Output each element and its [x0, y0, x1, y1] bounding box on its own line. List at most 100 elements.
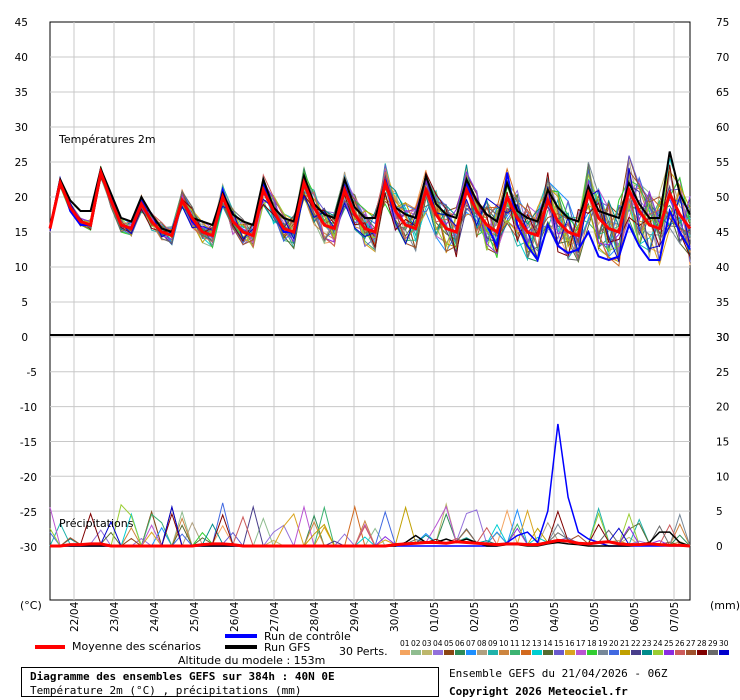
- temp-left-tick: 25: [15, 157, 28, 169]
- pert-swatch: [477, 650, 487, 655]
- pert-swatch: [510, 650, 520, 655]
- pert-number: 25: [664, 639, 674, 648]
- pert-swatch: [576, 650, 586, 655]
- x-date-label: 05/05: [589, 602, 601, 632]
- pert-number: 07: [466, 639, 476, 648]
- pert-number: 03: [422, 639, 432, 648]
- x-date-label: 29/04: [349, 601, 361, 632]
- temp-left-tick: 10: [15, 262, 28, 274]
- pert-swatch: [653, 650, 663, 655]
- run-info: Ensemble GEFS du 21/04/2026 - 06Z: [449, 667, 668, 680]
- pert-number: 24: [653, 639, 663, 648]
- x-date-label: 30/04: [389, 601, 401, 632]
- temp-right-tick: 45: [716, 227, 729, 239]
- pert-number: 08: [477, 639, 487, 648]
- pert-number: 15: [554, 639, 564, 648]
- pert-number: 21: [620, 639, 630, 648]
- x-date-label: 02/05: [469, 602, 481, 632]
- pert-swatch: [422, 650, 432, 655]
- temp-right-tick: 55: [716, 157, 729, 169]
- pert-swatch: [466, 650, 476, 655]
- pert-number: 18: [587, 639, 597, 648]
- x-date-label: 06/05: [629, 602, 641, 632]
- precip-left-tick: -30: [20, 542, 37, 554]
- temp-right-tick: 75: [716, 17, 729, 29]
- pert-swatch: [455, 650, 465, 655]
- temp-right-tick: 70: [716, 52, 729, 64]
- copyright: Copyright 2026 Meteociel.fr: [449, 685, 628, 698]
- x-date-label: 07/05: [669, 602, 681, 632]
- temp-right-tick: 50: [716, 192, 729, 204]
- pert-swatch: [532, 650, 542, 655]
- pert-swatch: [444, 650, 454, 655]
- pert-number: 02: [411, 639, 421, 648]
- x-date-label: 26/04: [229, 601, 241, 632]
- precip-left-tick: -20: [20, 472, 37, 484]
- temp-right-tick: 40: [716, 262, 729, 274]
- x-date-label: 24/04: [149, 601, 161, 632]
- precip-left-tick: -15: [20, 437, 37, 449]
- temp-left-tick: 20: [15, 192, 28, 204]
- pert-swatch: [620, 650, 630, 655]
- pert-swatch: [400, 650, 410, 655]
- pert-swatch: [554, 650, 564, 655]
- x-date-label: 01/05: [429, 602, 441, 632]
- perturbation-temp-line: [49, 171, 691, 264]
- footer-box: Diagramme des ensembles GEFS sur 384h : …: [21, 667, 439, 697]
- legend-perts-label: 30 Perts.: [339, 645, 388, 658]
- main-series-lines: [48, 151, 692, 548]
- pert-swatch: [708, 650, 718, 655]
- pert-swatch: [411, 650, 421, 655]
- precip-left-tick: -10: [20, 402, 37, 414]
- footer-subtitle: Température 2m (°C) , précipitations (mm…: [30, 684, 302, 697]
- x-date-label: 28/04: [309, 601, 321, 632]
- x-date-label: 23/04: [109, 601, 121, 632]
- pert-swatch: [587, 650, 597, 655]
- pert-swatch: [598, 650, 608, 655]
- pert-number: 16: [565, 639, 575, 648]
- pert-number: 28: [697, 639, 707, 648]
- pert-swatch: [642, 650, 652, 655]
- legend-gfs-label: Run GFS: [264, 641, 310, 654]
- pert-swatch: [521, 650, 531, 655]
- precip-right-tick: 5: [716, 506, 723, 518]
- pert-swatch: [499, 650, 509, 655]
- precip-right-tick: 25: [716, 367, 729, 379]
- pert-swatch: [433, 650, 443, 655]
- pert-number: 13: [532, 639, 542, 648]
- pert-number: 04: [433, 639, 443, 648]
- pert-number: 23: [642, 639, 652, 648]
- pert-number: 11: [510, 639, 520, 648]
- temp-left-tick: 45: [15, 17, 28, 29]
- temp-left-tick: 40: [15, 52, 28, 64]
- plot-frame: [49, 21, 691, 601]
- pert-swatch: [609, 650, 619, 655]
- pert-swatch: [675, 650, 685, 655]
- pert-number: 06: [455, 639, 465, 648]
- pert-swatch: [697, 650, 707, 655]
- pert-number: 30: [719, 639, 729, 648]
- x-date-label: 27/04: [269, 601, 281, 632]
- precip-right-tick: 0: [716, 541, 723, 553]
- pert-number: 05: [444, 639, 454, 648]
- temp-right-tick: 60: [716, 122, 729, 134]
- precip-right-tick: 30: [716, 332, 729, 344]
- altitude-label: Altitude du modele : 153m: [178, 654, 325, 667]
- temperature-panel-title: Températures 2m: [58, 133, 156, 146]
- gfs-temp-line: [49, 151, 691, 234]
- temp-left-tick: 5: [21, 297, 28, 309]
- perturbation-legend: 01 02 03 04 05 06 07 08 09 10 11 12 13 14 15 16 17 18 19 20…: [400, 639, 729, 655]
- pert-swatch: [686, 650, 696, 655]
- pert-number: 09: [488, 639, 498, 648]
- precip-right-tick: 10: [716, 471, 729, 483]
- precip-left-tick: -25: [20, 507, 37, 519]
- temp-left-tick: 35: [15, 87, 28, 99]
- pert-number: 26: [675, 639, 685, 648]
- x-date-label: 25/04: [189, 601, 201, 632]
- precipitation-panel-title: Précipitations: [59, 517, 134, 530]
- pert-swatch: [488, 650, 498, 655]
- mean-temp-line: [48, 166, 692, 238]
- footer-title: Diagramme des ensembles GEFS sur 384h : …: [30, 670, 335, 683]
